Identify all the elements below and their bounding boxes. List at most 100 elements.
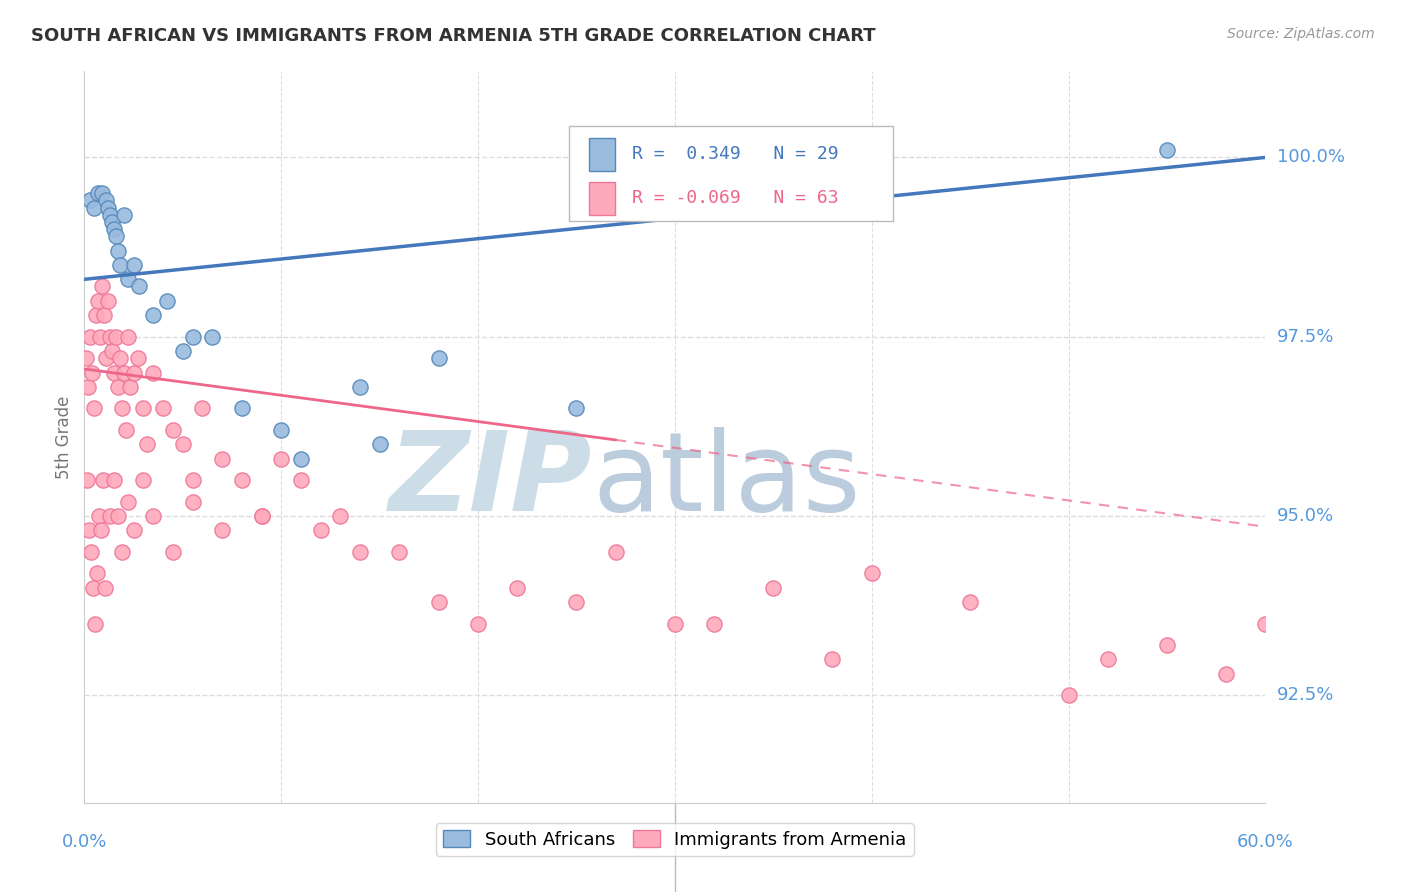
Point xyxy=(91,473,114,487)
Point xyxy=(84,616,107,631)
Point xyxy=(1294,652,1316,666)
Point xyxy=(82,581,104,595)
Point xyxy=(97,201,120,215)
Point xyxy=(83,201,105,215)
Point xyxy=(250,508,273,523)
Point xyxy=(79,194,101,208)
Bar xyxy=(589,138,614,171)
Point xyxy=(107,508,129,523)
Point xyxy=(329,508,352,523)
Point xyxy=(860,566,883,581)
Point xyxy=(87,293,110,308)
Point xyxy=(388,545,411,559)
Text: R =  0.349   N = 29: R = 0.349 N = 29 xyxy=(633,145,839,163)
Point xyxy=(77,380,100,394)
Text: ZIP: ZIP xyxy=(388,427,592,534)
Point xyxy=(104,329,127,343)
Point xyxy=(162,423,184,437)
Point xyxy=(1156,143,1178,157)
Point xyxy=(111,401,134,416)
Point xyxy=(94,581,117,595)
Point xyxy=(94,351,117,366)
Point xyxy=(250,508,273,523)
Point xyxy=(703,616,725,631)
Point xyxy=(118,380,141,394)
Point xyxy=(108,351,131,366)
Point xyxy=(101,215,124,229)
Point xyxy=(172,437,194,451)
Legend: South Africans, Immigrants from Armenia: South Africans, Immigrants from Armenia xyxy=(436,823,914,856)
Point xyxy=(1215,666,1237,681)
Point xyxy=(90,524,112,538)
Point xyxy=(132,473,155,487)
Point xyxy=(128,279,150,293)
Text: R = -0.069   N = 63: R = -0.069 N = 63 xyxy=(633,189,839,207)
Point xyxy=(84,308,107,322)
Point xyxy=(959,595,981,609)
Point xyxy=(664,616,686,631)
Point xyxy=(152,401,174,416)
Point xyxy=(201,329,224,343)
Point xyxy=(427,351,450,366)
Point xyxy=(93,308,115,322)
Point xyxy=(762,581,785,595)
Point xyxy=(136,437,159,451)
FancyBboxPatch shape xyxy=(568,126,893,221)
Point xyxy=(309,524,332,538)
Point xyxy=(97,293,120,308)
Point xyxy=(1097,652,1119,666)
Point xyxy=(107,244,129,258)
Point xyxy=(427,595,450,609)
Text: SOUTH AFRICAN VS IMMIGRANTS FROM ARMENIA 5TH GRADE CORRELATION CHART: SOUTH AFRICAN VS IMMIGRANTS FROM ARMENIA… xyxy=(31,27,876,45)
Point xyxy=(270,423,292,437)
Text: 95.0%: 95.0% xyxy=(1277,507,1334,525)
Point xyxy=(162,545,184,559)
Text: 97.5%: 97.5% xyxy=(1277,327,1334,346)
Point xyxy=(156,293,179,308)
Point xyxy=(79,524,101,538)
Text: Source: ZipAtlas.com: Source: ZipAtlas.com xyxy=(1227,27,1375,41)
Point xyxy=(211,524,233,538)
Point xyxy=(191,401,214,416)
Point xyxy=(142,508,165,523)
Point xyxy=(82,366,104,380)
Point xyxy=(89,329,111,343)
Point xyxy=(111,545,134,559)
Point xyxy=(467,616,489,631)
Point xyxy=(605,545,627,559)
Point xyxy=(172,344,194,359)
Point xyxy=(114,423,136,437)
Point xyxy=(368,437,391,451)
Point xyxy=(181,494,204,508)
Point xyxy=(98,329,121,343)
Point xyxy=(349,380,371,394)
Text: atlas: atlas xyxy=(592,427,860,534)
Point xyxy=(103,473,125,487)
Point xyxy=(103,222,125,236)
Text: 92.5%: 92.5% xyxy=(1277,686,1334,705)
Point xyxy=(83,401,105,416)
Point xyxy=(112,208,135,222)
Point xyxy=(349,545,371,559)
Point xyxy=(1254,616,1277,631)
Point xyxy=(76,473,98,487)
Point xyxy=(122,258,145,272)
Point xyxy=(80,545,103,559)
Point xyxy=(101,344,124,359)
Point xyxy=(103,366,125,380)
Point xyxy=(290,451,312,466)
Point xyxy=(98,508,121,523)
Point xyxy=(142,366,165,380)
Point xyxy=(117,272,139,286)
Point xyxy=(98,208,121,222)
Point xyxy=(290,473,312,487)
Point xyxy=(117,329,139,343)
Point xyxy=(127,351,149,366)
Point xyxy=(1353,666,1375,681)
Point xyxy=(142,308,165,322)
Point xyxy=(270,451,292,466)
Point xyxy=(117,494,139,508)
Point xyxy=(181,329,204,343)
Point xyxy=(122,524,145,538)
Text: 100.0%: 100.0% xyxy=(1277,148,1344,167)
